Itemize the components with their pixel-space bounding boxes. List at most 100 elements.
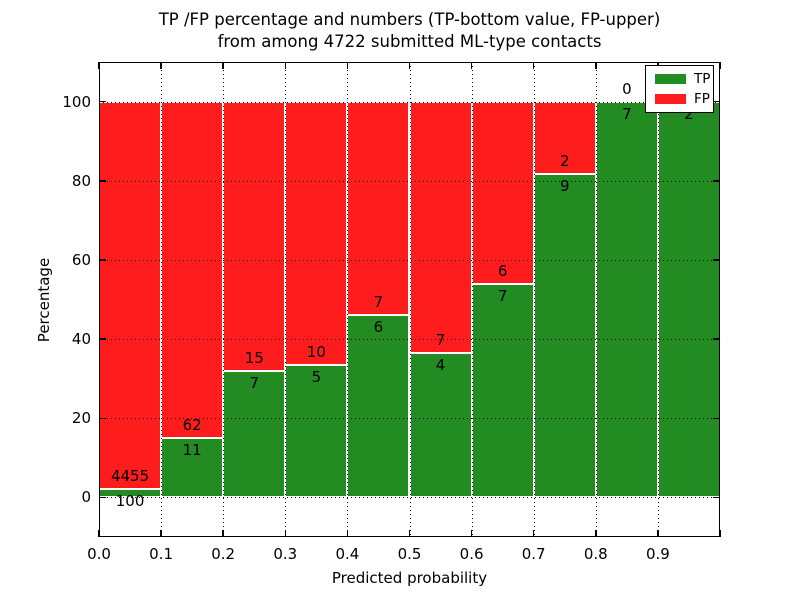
y-tick-right-0: [713, 496, 720, 499]
bar-segment-tp-7: [533, 173, 596, 498]
x-tick-top-0: [98, 62, 100, 69]
bar-segment-tp-9: [657, 101, 720, 498]
fp-count-label-1: 62: [182, 415, 202, 434]
gridline-x-0.2: [223, 62, 225, 537]
x-tick-bottom-0.5: [408, 530, 411, 537]
x-tick-bottom-0.8: [595, 530, 597, 537]
x-tick-bottom-0.4: [346, 530, 349, 537]
tp-count-label-0: 100: [115, 491, 145, 510]
x-tick-bottom-0.1: [160, 530, 162, 537]
tp-legend-swatch: [655, 74, 686, 84]
y-tick-label-80: 80: [71, 171, 91, 190]
x-tick-top-0.4: [346, 62, 349, 69]
bar-segment-tp-4: [347, 314, 410, 498]
x-tick-top-0.8: [595, 62, 597, 69]
x-tick-top-0.3: [284, 62, 287, 69]
y-tick-left-80: [99, 180, 106, 182]
tp-count-label-6: 7: [497, 287, 508, 306]
x-tick-top-1: [719, 62, 721, 69]
y-tick-left-40: [99, 338, 106, 340]
y-tick-right-20: [713, 417, 720, 419]
x-tick-bottom-1: [719, 530, 721, 537]
y-tick-label-0: 0: [81, 488, 91, 507]
gridline-x-0.7: [533, 62, 535, 537]
fp-count-label-6: 6: [497, 262, 508, 281]
x-tick-top-0.5: [408, 62, 411, 69]
bar-segment-tp-6: [471, 284, 534, 498]
gridline-x-0.9: [657, 62, 659, 537]
fp-count-label-8: 0: [622, 79, 632, 98]
y-tick-right-40: [713, 338, 720, 340]
chart-title-line2: from among 4722 submitted ML-type contac…: [217, 32, 602, 51]
chart-title: TP /FP percentage and numbers (TP-bottom…: [99, 9, 720, 53]
x-tick-label-0.5: 0.5: [397, 545, 422, 563]
x-tick-bottom-0.9: [657, 530, 659, 537]
tp-count-label-5: 4: [435, 356, 446, 375]
x-tick-label-0.0: 0.0: [87, 545, 111, 563]
x-axis-label: Predicted probability: [331, 569, 488, 587]
bar-segment-fp-7: [533, 101, 596, 174]
y-tick-label-40: 40: [71, 330, 91, 349]
gridline-x-0.4: [347, 62, 349, 537]
gridline-x-0.8: [595, 62, 597, 537]
x-tick-label-0.2: 0.2: [211, 545, 236, 563]
fp-count-label-5: 7: [435, 331, 446, 350]
fp-legend-swatch: [655, 94, 686, 104]
tp-count-label-2: 7: [249, 374, 260, 393]
fp-count-label-0: 4455: [110, 466, 150, 485]
y-tick-right-80: [713, 180, 720, 182]
x-tick-bottom-0.2: [222, 530, 224, 537]
y-tick-left-0: [99, 496, 106, 499]
x-tick-top-0.7: [532, 62, 535, 69]
bar-segment-fp-4: [347, 101, 410, 315]
y-tick-label-20: 20: [71, 409, 91, 428]
x-tick-bottom-0.3: [284, 530, 287, 537]
y-tick-left-20: [99, 417, 106, 419]
bar-segment-tp-8: [595, 101, 658, 498]
tp-count-label-7: 9: [559, 176, 570, 195]
x-tick-label-0.9: 0.9: [645, 545, 670, 563]
plot-area: TP FP 44551006211157105767467290702: [98, 62, 721, 537]
y-tick-left-60: [99, 259, 106, 261]
bar-segment-fp-0: [99, 101, 162, 489]
fp-count-label-2: 15: [244, 349, 264, 368]
tp-legend-label: TP: [694, 71, 711, 87]
x-tick-label-0.4: 0.4: [335, 545, 360, 563]
x-tick-label-0.3: 0.3: [273, 545, 298, 563]
bar-segment-fp-3: [285, 101, 348, 366]
bar-segment-tp-5: [409, 353, 472, 498]
fp-count-label-4: 7: [373, 292, 384, 311]
tp-count-label-9: 2: [684, 104, 694, 123]
bar-segment-fp-2: [223, 101, 286, 372]
y-tick-label-100: 100: [62, 92, 91, 111]
x-tick-label-0.6: 0.6: [459, 545, 484, 563]
bar-segment-fp-5: [409, 101, 472, 354]
legend: TP FP: [645, 65, 714, 113]
bar-segment-tp-1: [161, 437, 224, 498]
gridline-x-0.5: [409, 62, 411, 537]
chart-title-line1: TP /FP percentage and numbers (TP-bottom…: [158, 10, 661, 29]
legend-item-tp: TP: [655, 71, 711, 87]
legend-item-fp: FP: [655, 92, 710, 106]
x-tick-label-0.1: 0.1: [149, 545, 174, 563]
x-tick-label-0.7: 0.7: [521, 545, 546, 563]
gridline-x-0.6: [471, 62, 473, 537]
bar-segment-tp-3: [285, 365, 348, 498]
y-tick-right-100: [713, 100, 720, 103]
tp-count-label-1: 11: [182, 440, 202, 459]
gridline-x-0.1: [161, 62, 163, 537]
x-tick-bottom-0.6: [470, 530, 473, 537]
tp-count-label-3: 5: [311, 368, 322, 387]
x-tick-bottom-0.7: [532, 530, 535, 537]
x-tick-bottom-0: [98, 530, 100, 537]
gridline-x-0.3: [285, 62, 287, 537]
x-tick-top-0.1: [160, 62, 162, 69]
bar-segment-fp-1: [161, 101, 224, 438]
tp-count-label-8: 7: [622, 104, 632, 123]
x-tick-label-0.8: 0.8: [583, 545, 608, 563]
tp-count-label-4: 6: [373, 317, 384, 336]
x-tick-top-0.2: [222, 62, 224, 69]
x-tick-top-0.6: [470, 62, 473, 69]
y-tick-left-100: [99, 100, 106, 103]
y-tick-right-60: [713, 259, 720, 261]
